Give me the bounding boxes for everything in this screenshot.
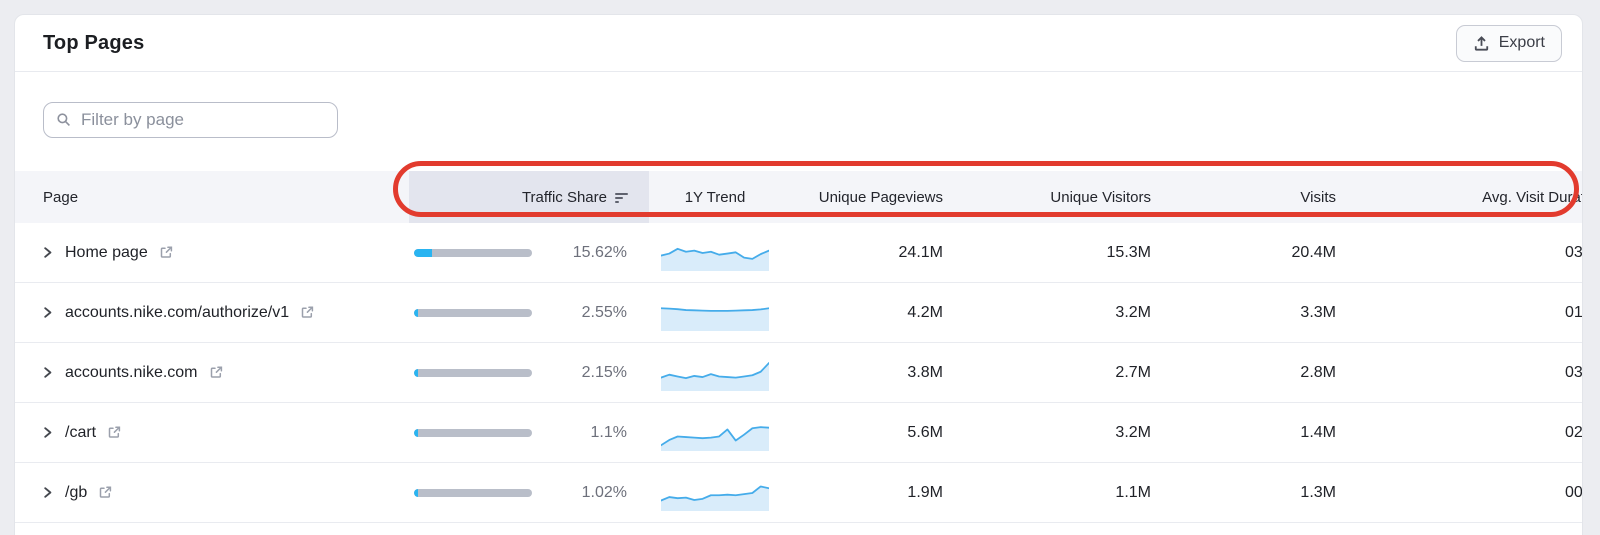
- traffic-share-bar-fill: [414, 368, 418, 377]
- trend-sparkline: [661, 415, 769, 451]
- traffic-share-cell: 2.15%: [409, 343, 649, 402]
- unique-visitors-value: 3.2M: [1115, 423, 1151, 441]
- sort-descending-icon: [615, 193, 628, 203]
- page-cell: /gb: [15, 463, 409, 522]
- filter-row: [15, 72, 1582, 171]
- avg-visit-duration-value: 00:42: [1564, 483, 1583, 501]
- traffic-share-cell: 2.55%: [409, 283, 649, 342]
- page-link[interactable]: /cart: [65, 423, 97, 441]
- column-header-unique-visitors[interactable]: Unique Visitors: [1050, 188, 1151, 206]
- export-label: Export: [1498, 34, 1545, 51]
- table-row: /cart 1.1% 5.6M 3.2M 1.4M 02:49: [15, 403, 1582, 463]
- traffic-share-cell: 15.62%: [409, 223, 649, 282]
- traffic-share-bar: [414, 248, 532, 257]
- column-header-page[interactable]: Page: [43, 188, 79, 206]
- page-cell: /cart: [15, 403, 409, 462]
- traffic-share-value: 1.02%: [581, 483, 627, 501]
- traffic-share-cell: 1.02%: [409, 463, 649, 522]
- column-header-visits[interactable]: Visits: [1300, 188, 1336, 206]
- trend-sparkline: [661, 355, 769, 391]
- avg-visit-duration-value: 01:57: [1564, 303, 1583, 321]
- visits-value: 20.4M: [1291, 243, 1336, 261]
- external-link-icon[interactable]: [209, 365, 224, 380]
- unique-visitors-value: 3.2M: [1115, 303, 1151, 321]
- table-header-row: Page Traffic Share 1Y Trend Unique Pagev…: [15, 171, 1582, 223]
- upload-icon: [1474, 35, 1488, 51]
- trend-cell: [649, 283, 781, 342]
- traffic-share-value: 1.1%: [590, 423, 627, 441]
- page-link[interactable]: accounts.nike.com: [65, 363, 198, 381]
- unique-pageviews-value: 24.1M: [898, 243, 943, 261]
- chevron-right-icon[interactable]: [41, 366, 54, 379]
- table-body: Home page 15.62% 24.1M 15.3M 20.4M 03:13: [15, 223, 1582, 523]
- chevron-right-icon[interactable]: [41, 306, 54, 319]
- unique-pageviews-value: 1.9M: [907, 483, 943, 501]
- external-link-icon[interactable]: [107, 425, 122, 440]
- table-row: /gb 1.02% 1.9M 1.1M 1.3M 00:42: [15, 463, 1582, 523]
- column-header-1y-trend[interactable]: 1Y Trend: [684, 188, 746, 206]
- unique-pageviews-value: 3.8M: [907, 363, 943, 381]
- table-row: accounts.nike.com/authorize/v1 2.55% 4.2…: [15, 283, 1582, 343]
- card-header: Top Pages Export: [15, 15, 1582, 72]
- trend-cell: [649, 463, 781, 522]
- table-row: accounts.nike.com 2.15% 3.8M 2.7M 2.8M 0…: [15, 343, 1582, 403]
- traffic-share-value: 2.15%: [581, 363, 627, 381]
- page-cell: accounts.nike.com/authorize/v1: [15, 283, 409, 342]
- chevron-right-icon[interactable]: [41, 426, 54, 439]
- unique-pageviews-value: 5.6M: [907, 423, 943, 441]
- visits-value: 3.3M: [1300, 303, 1336, 321]
- page-link[interactable]: Home page: [65, 243, 148, 261]
- unique-visitors-value: 15.3M: [1106, 243, 1151, 261]
- unique-pageviews-value: 4.2M: [907, 303, 943, 321]
- trend-sparkline: [661, 475, 769, 511]
- column-header-traffic-share[interactable]: Traffic Share: [409, 171, 649, 223]
- traffic-share-bar-fill: [414, 488, 418, 497]
- traffic-share-value: 2.55%: [581, 303, 627, 321]
- trend-cell: [649, 343, 781, 402]
- visits-value: 1.4M: [1300, 423, 1336, 441]
- page-link[interactable]: accounts.nike.com/authorize/v1: [65, 303, 290, 321]
- top-pages-card: Top Pages Export Page Traffic Share: [14, 14, 1583, 535]
- traffic-share-bar: [414, 488, 532, 497]
- traffic-share-value: 15.62%: [572, 243, 627, 261]
- traffic-share-bar: [414, 368, 532, 377]
- trend-sparkline: [661, 295, 769, 331]
- unique-visitors-value: 1.1M: [1115, 483, 1151, 501]
- search-icon: [57, 113, 70, 126]
- avg-visit-duration-value: 03:13: [1564, 243, 1583, 261]
- table-row: Home page 15.62% 24.1M 15.3M 20.4M 03:13: [15, 223, 1582, 283]
- chevron-right-icon[interactable]: [41, 486, 54, 499]
- column-header-avg-visit-duration[interactable]: Avg. Visit Duration: [1482, 188, 1582, 206]
- page-title: Top Pages: [43, 31, 145, 54]
- search-box: [43, 102, 338, 138]
- traffic-share-bar: [414, 308, 532, 317]
- trend-cell: [649, 223, 781, 282]
- unique-visitors-value: 2.7M: [1115, 363, 1151, 381]
- avg-visit-duration-value: 02:49: [1564, 423, 1583, 441]
- page-cell: accounts.nike.com: [15, 343, 409, 402]
- page-link[interactable]: /gb: [65, 483, 88, 501]
- column-header-unique-pageviews[interactable]: Unique Pageviews: [818, 188, 943, 206]
- export-button[interactable]: Export: [1455, 24, 1562, 62]
- external-link-icon[interactable]: [98, 485, 113, 500]
- external-link-icon[interactable]: [300, 305, 315, 320]
- traffic-share-bar-fill: [414, 428, 418, 437]
- traffic-share-bar: [414, 428, 532, 437]
- chevron-right-icon[interactable]: [41, 246, 54, 259]
- traffic-share-bar-fill: [414, 248, 433, 257]
- traffic-share-cell: 1.1%: [409, 403, 649, 462]
- visits-value: 2.8M: [1300, 363, 1336, 381]
- page-cell: Home page: [15, 223, 409, 282]
- trend-cell: [649, 403, 781, 462]
- trend-sparkline: [661, 235, 769, 271]
- external-link-icon[interactable]: [159, 245, 174, 260]
- traffic-share-bar-fill: [414, 308, 418, 317]
- avg-visit-duration-value: 03:14: [1564, 363, 1583, 381]
- filter-input[interactable]: [81, 110, 325, 130]
- visits-value: 1.3M: [1300, 483, 1336, 501]
